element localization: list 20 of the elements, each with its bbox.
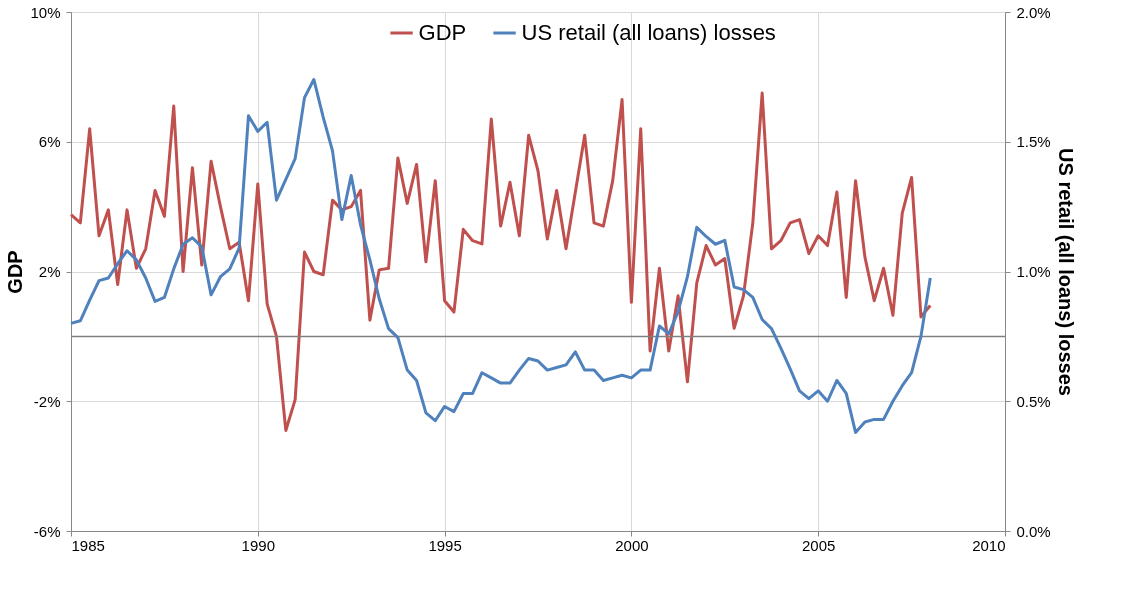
y2-tick-label: 2.0% [1016, 3, 1051, 21]
legend-label: US retail (all loans) losses [521, 20, 776, 45]
x-tick-label: 1995 [428, 536, 462, 554]
x-tick-label: 2000 [615, 536, 649, 554]
x-tick-label: 1985 [71, 536, 105, 554]
y-tick-label: -2% [33, 392, 61, 410]
y-tick-label: 2% [38, 263, 61, 280]
y-tick-label: 6% [38, 133, 61, 151]
y2-tick-label: 1.5% [1016, 133, 1051, 151]
x-tick-label: 1990 [241, 536, 275, 554]
y-tick-label: 10% [30, 3, 61, 21]
y-axis-title: GDP [4, 250, 27, 294]
x-tick-label: 2010 [972, 536, 1006, 554]
y2-tick-label: 0.0% [1016, 522, 1051, 540]
y-tick-label: -6% [33, 522, 61, 540]
x-tick-label: 2005 [802, 536, 836, 554]
y2-tick-label: 0.5% [1016, 392, 1051, 410]
legend-label: GDP [418, 20, 467, 45]
y2-tick-label: 1.0% [1016, 263, 1051, 280]
y2-axis-title: US retail (all loans) losses [1054, 148, 1077, 396]
